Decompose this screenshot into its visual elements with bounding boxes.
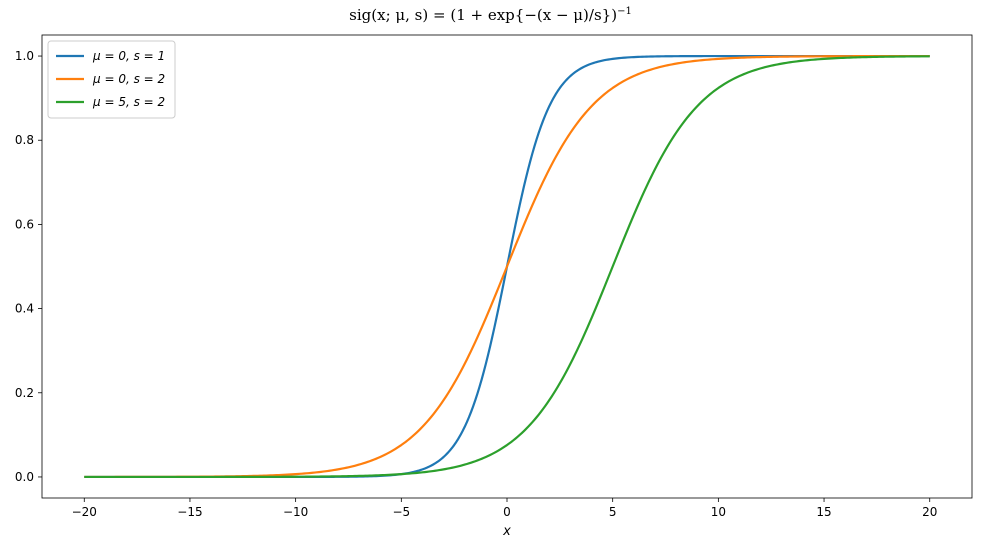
x-tick-label: −15 — [177, 505, 202, 519]
y-tick-label: 0.6 — [15, 217, 34, 231]
legend-label-2: μ = 0, s = 2 — [92, 72, 165, 86]
chart-title-text: sig(x; μ, s) = (1 + exp{−(x − μ)/s}) — [349, 6, 618, 24]
x-tick-label: 20 — [922, 505, 937, 519]
y-tick-label: 0.4 — [15, 302, 34, 316]
legend-label-3: μ = 5, s = 2 — [92, 95, 165, 109]
x-tick-label: −20 — [72, 505, 97, 519]
x-tick-label: −10 — [283, 505, 308, 519]
y-tick-label: 1.0 — [15, 49, 34, 63]
y-tick-label: 0.2 — [15, 386, 34, 400]
legend-label-1: μ = 0, s = 1 — [92, 49, 165, 63]
x-tick-label: 15 — [816, 505, 831, 519]
y-axis-ticks: 0.0 0.2 0.4 0.6 0.8 1.0 — [15, 49, 42, 484]
series-line-3 — [84, 55, 930, 479]
x-tick-label: −5 — [392, 505, 410, 519]
y-tick-label: 0.0 — [15, 470, 34, 484]
x-tick-label: 0 — [503, 505, 511, 519]
y-tick-label: 0.8 — [15, 133, 34, 147]
series-line-2 — [84, 54, 930, 479]
legend: μ = 0, s = 1 μ = 0, s = 2 μ = 5, s = 2 — [47, 40, 176, 119]
series-layer — [84, 54, 930, 479]
legend-box — [47, 40, 176, 119]
x-axis-ticks: −20 −15 −10 −5 0 5 10 15 20 — [72, 498, 937, 519]
x-tick-label: 5 — [609, 505, 617, 519]
chart-title: sig(x; μ, s) = (1 + exp{−(x − μ)/s})−1 — [0, 6, 981, 24]
x-axis-label: x — [502, 524, 511, 539]
x-tick-label: 10 — [711, 505, 726, 519]
chart-title-superscript: −1 — [617, 6, 632, 17]
